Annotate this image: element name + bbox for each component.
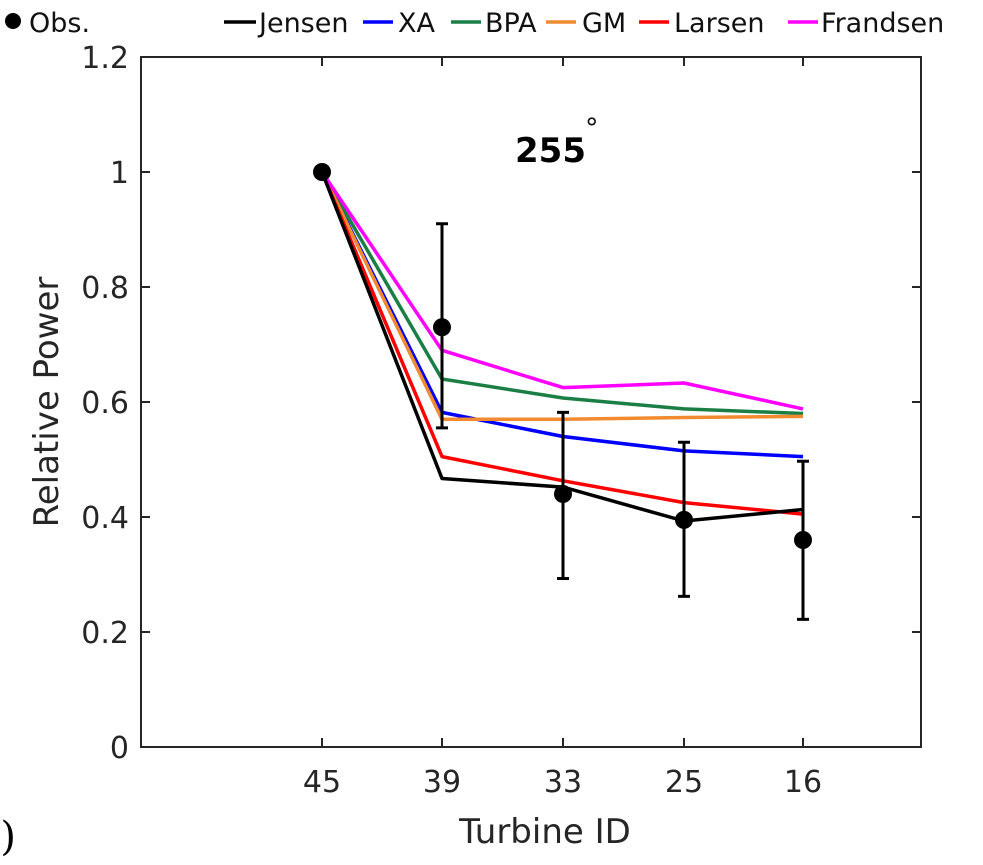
y-tick-label: 0 (110, 731, 129, 766)
observation-point (433, 318, 451, 337)
observation-point (675, 510, 693, 529)
legend-label-bpa: BPA (485, 8, 537, 39)
y-axis-title: Relative Power (27, 277, 67, 528)
legend-label-frandsen: Frandsen (821, 8, 944, 39)
legend: Obs. Jensen XA BPA GM Larsen Frandsen (5, 8, 944, 39)
y-tick-label: 0.6 (81, 386, 129, 421)
x-tick-label: 45 (303, 765, 341, 800)
legend-label-obs: Obs. (29, 8, 90, 39)
observation-points (313, 163, 812, 621)
series-line-bpa (320, 171, 804, 416)
y-tick-label: 1.2 (81, 41, 129, 76)
x-tick-label: 25 (665, 765, 703, 800)
observation-point (313, 163, 331, 181)
annotation-degree: ° (585, 113, 599, 144)
legend-label-gm: GM (582, 8, 626, 39)
legend-label-larsen: Larsen (674, 8, 764, 39)
annotation-label: 255 (515, 131, 586, 171)
y-tick-label: 0.2 (81, 616, 129, 651)
x-tick-label: 33 (544, 765, 582, 800)
x-tick-label: 16 (784, 765, 822, 800)
x-axis-title: Turbine ID (458, 812, 631, 852)
series-line-frandsen (320, 171, 804, 411)
y-tick-label: 0.4 (81, 501, 129, 536)
legend-label-jensen: Jensen (257, 8, 348, 39)
legend-marker-obs (5, 13, 21, 29)
x-axis: 45 39 33 25 16 (303, 57, 822, 800)
y-tick-label: 0.8 (81, 271, 129, 306)
observation-point (554, 485, 572, 503)
observation-point (794, 531, 812, 549)
y-tick-label: 1 (110, 156, 129, 191)
panel-label: c) (0, 814, 16, 860)
legend-label-xa: XA (398, 8, 435, 39)
y-axis: 0 0.2 0.4 0.6 0.8 1 1.2 (81, 41, 921, 766)
x-tick-label: 39 (423, 765, 461, 800)
